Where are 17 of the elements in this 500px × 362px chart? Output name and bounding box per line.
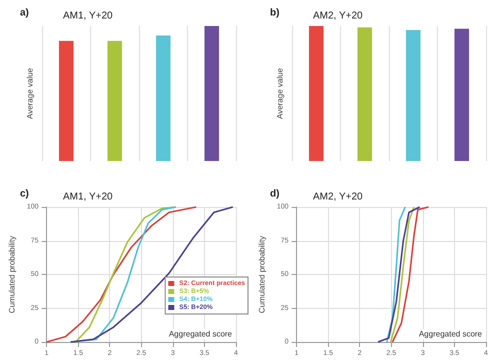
text: d) [270, 188, 280, 200]
text: c) [20, 188, 29, 200]
y-axis-title: Cumulated probability [258, 236, 266, 314]
chart-title: AM2, Y+20 [313, 192, 364, 202]
y-axis-title: Average value [276, 67, 284, 119]
chart-title: AM2, Y+20 [313, 10, 364, 22]
text: b) [270, 8, 280, 18]
x-axis-title: Aggregated score [418, 330, 483, 338]
line-series [390, 206, 415, 343]
line-series [386, 206, 406, 343]
y-axis-title: Average value [26, 67, 34, 119]
x-axis-title: Aggregated score [168, 330, 233, 338]
y-axis-title: Cumulated probability [8, 236, 16, 314]
chart-title: AM1, Y+20 [63, 192, 114, 202]
chart-title: AM1, Y+20 [63, 10, 114, 22]
text: a) [20, 8, 29, 18]
line-series [377, 206, 421, 343]
